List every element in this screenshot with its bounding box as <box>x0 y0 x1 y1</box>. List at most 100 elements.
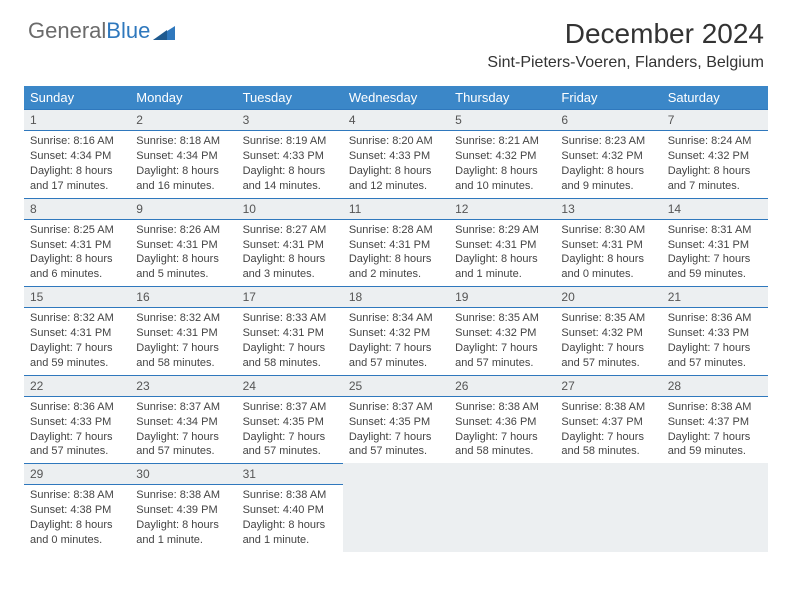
day-line: Sunrise: 8:30 AM <box>561 223 655 238</box>
weekday-header: Saturday <box>662 86 768 109</box>
day-number: 21 <box>662 286 768 308</box>
day-number: 26 <box>449 375 555 397</box>
day-line: Daylight: 7 hours <box>668 252 762 267</box>
day-content: Sunrise: 8:19 AMSunset: 4:33 PMDaylight:… <box>237 131 343 197</box>
day-number: 27 <box>555 375 661 397</box>
day-line: Daylight: 8 hours <box>243 252 337 267</box>
day-line: Sunrise: 8:29 AM <box>455 223 549 238</box>
calendar-cell <box>662 463 768 552</box>
calendar-cell: 26Sunrise: 8:38 AMSunset: 4:36 PMDayligh… <box>449 375 555 464</box>
day-line: Sunset: 4:33 PM <box>668 326 762 341</box>
day-line: Daylight: 8 hours <box>349 164 443 179</box>
day-line: Sunset: 4:34 PM <box>136 415 230 430</box>
day-line: Sunset: 4:31 PM <box>30 326 124 341</box>
calendar-cell: 5Sunrise: 8:21 AMSunset: 4:32 PMDaylight… <box>449 109 555 198</box>
day-line: Daylight: 7 hours <box>349 430 443 445</box>
logo-text-blue: Blue <box>106 18 150 44</box>
day-content: Sunrise: 8:37 AMSunset: 4:35 PMDaylight:… <box>343 397 449 463</box>
day-line: Daylight: 8 hours <box>668 164 762 179</box>
day-line: Daylight: 8 hours <box>30 518 124 533</box>
day-number: 20 <box>555 286 661 308</box>
day-content: Sunrise: 8:21 AMSunset: 4:32 PMDaylight:… <box>449 131 555 197</box>
day-line: Sunset: 4:32 PM <box>561 326 655 341</box>
day-number: 9 <box>130 198 236 220</box>
day-line: Sunrise: 8:37 AM <box>136 400 230 415</box>
day-line: Sunset: 4:32 PM <box>349 326 443 341</box>
day-content: Sunrise: 8:29 AMSunset: 4:31 PMDaylight:… <box>449 220 555 286</box>
day-content: Sunrise: 8:23 AMSunset: 4:32 PMDaylight:… <box>555 131 661 197</box>
day-content: Sunrise: 8:35 AMSunset: 4:32 PMDaylight:… <box>449 308 555 374</box>
day-line: Sunrise: 8:38 AM <box>668 400 762 415</box>
day-number: 17 <box>237 286 343 308</box>
calendar-cell: 24Sunrise: 8:37 AMSunset: 4:35 PMDayligh… <box>237 375 343 464</box>
weekday-header: Tuesday <box>237 86 343 109</box>
day-line: Sunset: 4:34 PM <box>136 149 230 164</box>
day-line: Sunrise: 8:36 AM <box>30 400 124 415</box>
day-line: Sunset: 4:32 PM <box>455 149 549 164</box>
day-line: and 57 minutes. <box>349 444 443 459</box>
day-line: Sunset: 4:35 PM <box>349 415 443 430</box>
day-line: Sunset: 4:35 PM <box>243 415 337 430</box>
calendar-cell: 9Sunrise: 8:26 AMSunset: 4:31 PMDaylight… <box>130 198 236 287</box>
day-line: Sunrise: 8:18 AM <box>136 134 230 149</box>
day-line: Sunrise: 8:38 AM <box>30 488 124 503</box>
day-line: Daylight: 8 hours <box>136 518 230 533</box>
calendar-cell: 28Sunrise: 8:38 AMSunset: 4:37 PMDayligh… <box>662 375 768 464</box>
day-line: and 14 minutes. <box>243 179 337 194</box>
day-number: 22 <box>24 375 130 397</box>
day-content: Sunrise: 8:38 AMSunset: 4:37 PMDaylight:… <box>555 397 661 463</box>
day-line: Daylight: 8 hours <box>455 164 549 179</box>
header: GeneralBlue December 2024 Sint-Pieters-V… <box>0 0 792 78</box>
day-content: Sunrise: 8:18 AMSunset: 4:34 PMDaylight:… <box>130 131 236 197</box>
day-line: Sunrise: 8:35 AM <box>561 311 655 326</box>
day-line: Sunset: 4:34 PM <box>30 149 124 164</box>
calendar-cell: 27Sunrise: 8:38 AMSunset: 4:37 PMDayligh… <box>555 375 661 464</box>
calendar-cell: 19Sunrise: 8:35 AMSunset: 4:32 PMDayligh… <box>449 286 555 375</box>
day-number: 3 <box>237 109 343 131</box>
day-line: and 58 minutes. <box>561 444 655 459</box>
calendar-cell: 2Sunrise: 8:18 AMSunset: 4:34 PMDaylight… <box>130 109 236 198</box>
day-line: Daylight: 8 hours <box>30 252 124 267</box>
day-number: 18 <box>343 286 449 308</box>
day-line: and 57 minutes. <box>668 356 762 371</box>
day-line: Daylight: 7 hours <box>30 430 124 445</box>
day-line: Daylight: 8 hours <box>561 252 655 267</box>
day-content: Sunrise: 8:16 AMSunset: 4:34 PMDaylight:… <box>24 131 130 197</box>
calendar-cell: 8Sunrise: 8:25 AMSunset: 4:31 PMDaylight… <box>24 198 130 287</box>
day-number: 6 <box>555 109 661 131</box>
day-line: Daylight: 8 hours <box>455 252 549 267</box>
day-content: Sunrise: 8:30 AMSunset: 4:31 PMDaylight:… <box>555 220 661 286</box>
day-line: Daylight: 8 hours <box>30 164 124 179</box>
calendar-cell: 12Sunrise: 8:29 AMSunset: 4:31 PMDayligh… <box>449 198 555 287</box>
day-number: 28 <box>662 375 768 397</box>
calendar-cell: 1Sunrise: 8:16 AMSunset: 4:34 PMDaylight… <box>24 109 130 198</box>
day-content: Sunrise: 8:35 AMSunset: 4:32 PMDaylight:… <box>555 308 661 374</box>
day-line: and 58 minutes. <box>136 356 230 371</box>
day-number: 19 <box>449 286 555 308</box>
day-content: Sunrise: 8:27 AMSunset: 4:31 PMDaylight:… <box>237 220 343 286</box>
calendar-cell: 22 Sunrise: 8:36 AMSunset: 4:33 PMDayligh… <box>24 375 130 464</box>
day-line: Daylight: 7 hours <box>561 430 655 445</box>
day-line: Sunset: 4:32 PM <box>668 149 762 164</box>
day-content: Sunrise: 8:25 AMSunset: 4:31 PMDaylight:… <box>24 220 130 286</box>
calendar-cell: 17Sunrise: 8:33 AMSunset: 4:31 PMDayligh… <box>237 286 343 375</box>
day-content: Sunrise: 8:20 AMSunset: 4:33 PMDaylight:… <box>343 131 449 197</box>
day-line: and 57 minutes. <box>455 356 549 371</box>
calendar-cell <box>555 463 661 552</box>
day-line: Sunset: 4:31 PM <box>136 238 230 253</box>
day-number: 24 <box>237 375 343 397</box>
day-line: Sunset: 4:31 PM <box>455 238 549 253</box>
day-line: and 16 minutes. <box>136 179 230 194</box>
calendar-cell: 4Sunrise: 8:20 AMSunset: 4:33 PMDaylight… <box>343 109 449 198</box>
day-line: Sunrise: 8:24 AM <box>668 134 762 149</box>
day-line: and 1 minute. <box>243 533 337 548</box>
calendar-row: 1Sunrise: 8:16 AMSunset: 4:34 PMDaylight… <box>24 109 768 198</box>
day-line: Sunset: 4:33 PM <box>30 415 124 430</box>
day-number: 10 <box>237 198 343 220</box>
calendar-cell: 16Sunrise: 8:32 AMSunset: 4:31 PMDayligh… <box>130 286 236 375</box>
day-number: 25 <box>343 375 449 397</box>
day-content: Sunrise: 8:26 AMSunset: 4:31 PMDaylight:… <box>130 220 236 286</box>
calendar-row: 8Sunrise: 8:25 AMSunset: 4:31 PMDaylight… <box>24 198 768 287</box>
day-line: Sunset: 4:31 PM <box>136 326 230 341</box>
weekday-header: Monday <box>130 86 236 109</box>
